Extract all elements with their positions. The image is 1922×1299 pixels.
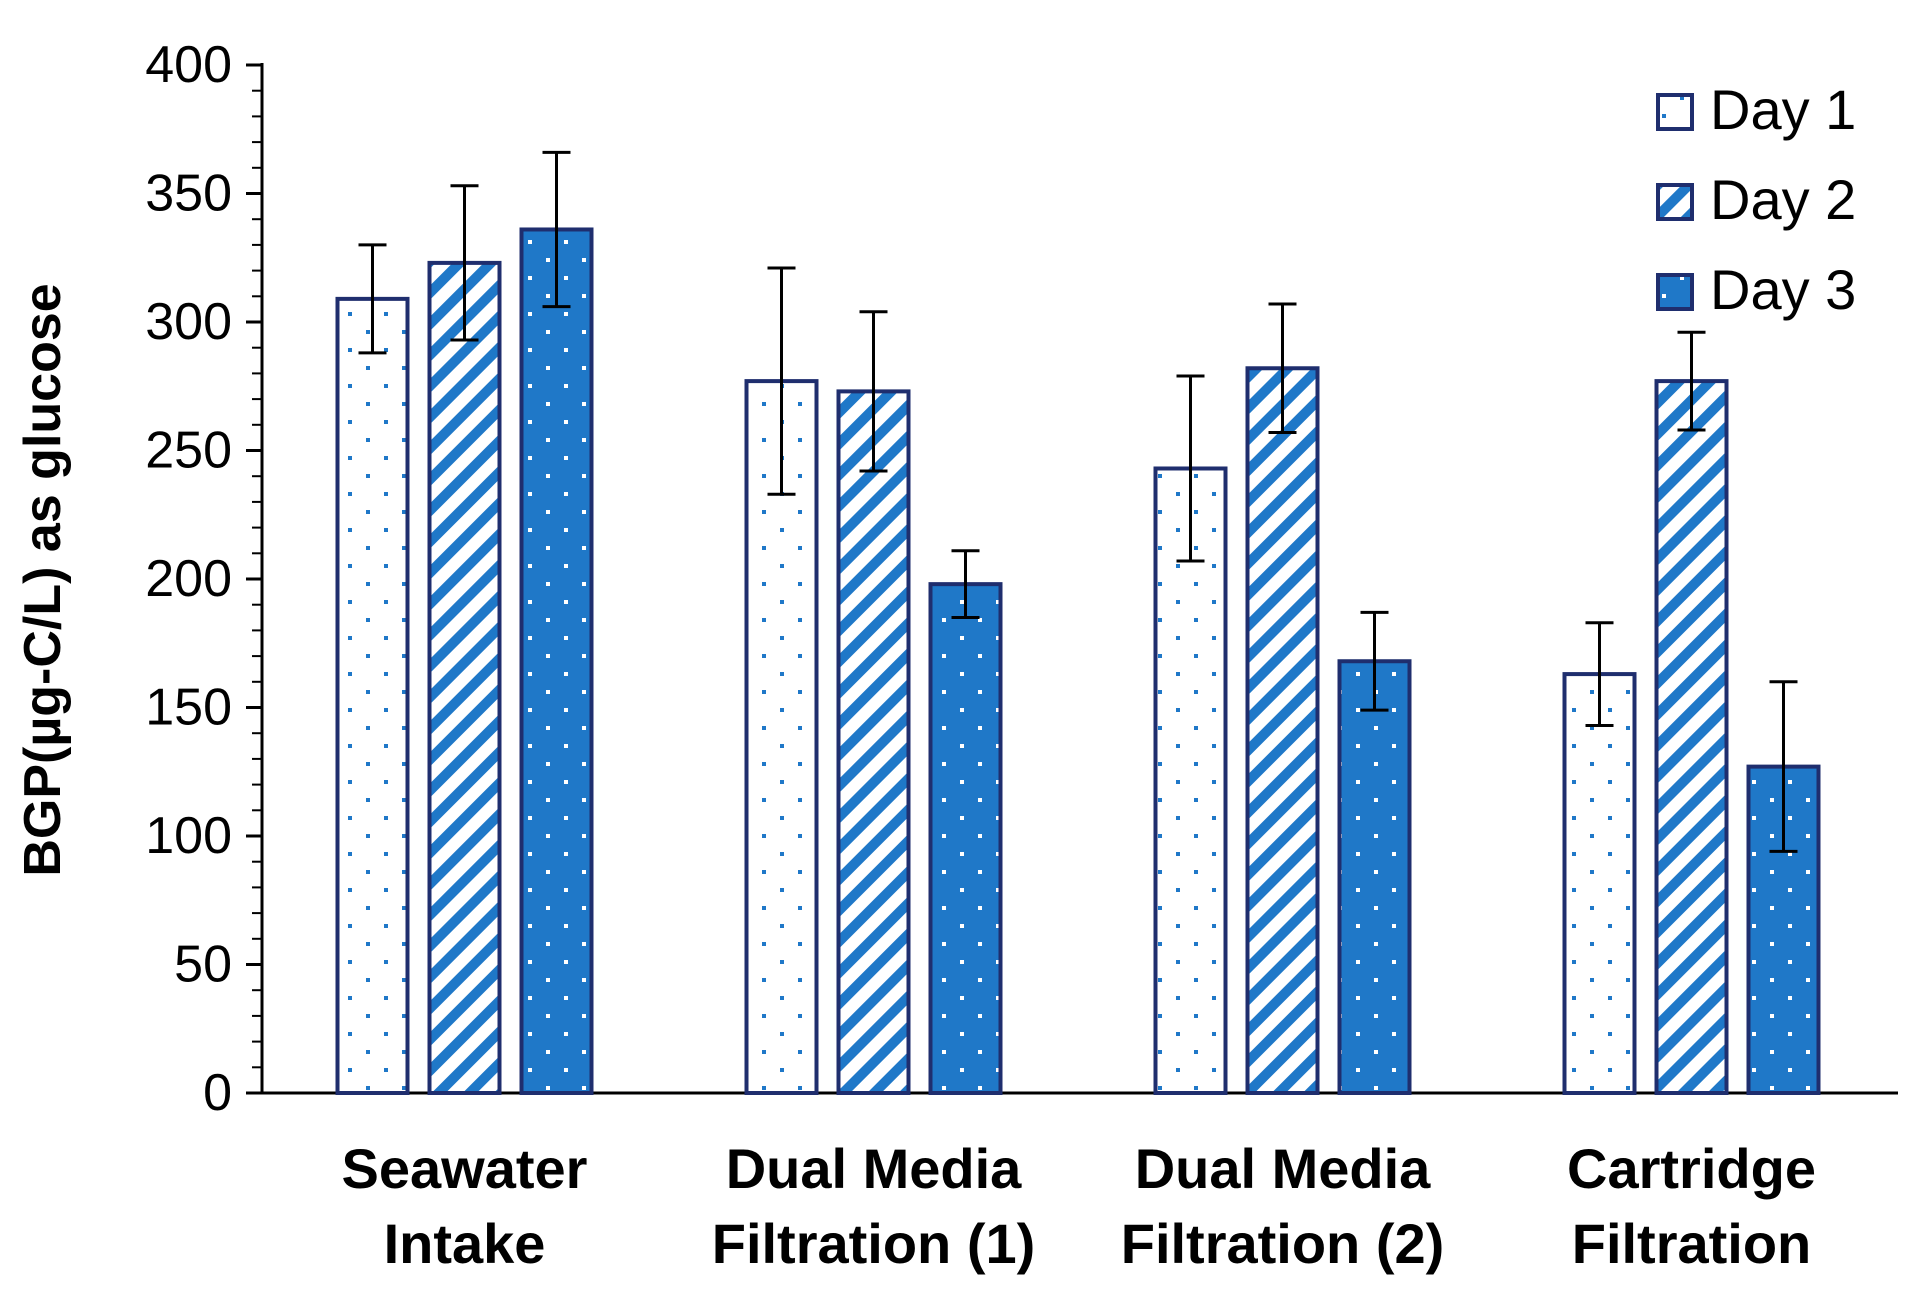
- bar-day-3: [519, 227, 594, 1096]
- bar-day-2: [1245, 366, 1320, 1095]
- bar-day-2: [1654, 379, 1729, 1095]
- y-tick-label: 400: [145, 36, 232, 94]
- bars-layer: [335, 150, 1821, 1096]
- legend-swatch-day-1: [1656, 93, 1694, 131]
- legend-label: Day 3: [1710, 258, 1856, 321]
- x-category-label: Intake: [384, 1212, 546, 1275]
- x-category-label: Dual Media: [726, 1137, 1022, 1200]
- y-tick-label: 300: [145, 293, 232, 351]
- y-tick-label: 250: [145, 422, 232, 480]
- bar-day-3: [1337, 659, 1412, 1095]
- legend-label: Day 2: [1710, 168, 1856, 231]
- y-tick-label: 50: [174, 936, 232, 994]
- x-category-label: Seawater: [342, 1137, 588, 1200]
- legend-swatch-day-3: [1656, 273, 1694, 311]
- y-tick-label: 350: [145, 165, 232, 223]
- x-category-label: Filtration (2): [1121, 1212, 1445, 1275]
- legend: Day 1 Day 2 Day 3: [1656, 78, 1856, 321]
- bar-day-2: [427, 260, 502, 1095]
- category-labels: Seawater Intake Dual Media Filtration (1) Du…: [342, 1137, 1816, 1275]
- x-category-label: Cartridge: [1567, 1137, 1816, 1200]
- y-tick-label: 100: [145, 807, 232, 865]
- y-tick-label: 0: [203, 1064, 232, 1122]
- x-category-label: Filtration: [1572, 1212, 1812, 1275]
- legend-label: Day 1: [1710, 78, 1856, 141]
- legend-swatch-day-2: [1656, 183, 1694, 221]
- y-tick-label: 200: [145, 550, 232, 608]
- bar-day-1: [335, 296, 410, 1095]
- bar-day-2: [836, 389, 911, 1095]
- bar-day-1: [1562, 672, 1637, 1096]
- y-axis-title: BGP(µg-C/L) as glucose: [14, 283, 72, 876]
- bar-day-1: [744, 379, 819, 1095]
- x-category-label: Dual Media: [1135, 1137, 1431, 1200]
- bar-day-3: [928, 582, 1003, 1095]
- x-category-label: Filtration (1): [712, 1212, 1036, 1275]
- y-tick-label: 150: [145, 679, 232, 737]
